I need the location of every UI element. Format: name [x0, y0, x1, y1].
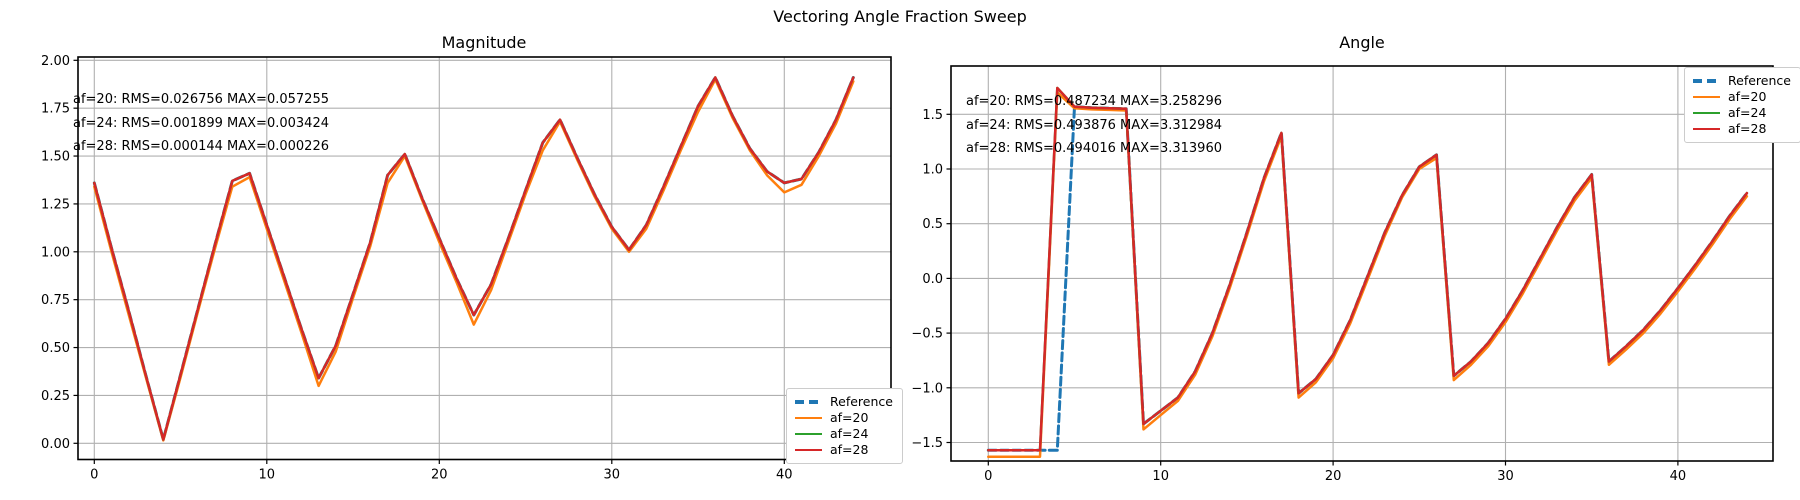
x-tick-label: 10 [259, 468, 276, 483]
y-tick-label: −1.5 [911, 436, 943, 451]
y-tick-label: 0.75 [41, 293, 70, 308]
y-tick-label: 0.25 [41, 389, 70, 404]
x-tick-label: 20 [1325, 469, 1342, 484]
y-tick-label: 0.50 [41, 341, 70, 356]
legend-line-af24 [1693, 111, 1720, 115]
y-tick-label: 1.25 [41, 197, 70, 212]
legend-line-af20 [795, 416, 822, 420]
axes-spines [950, 65, 1774, 462]
legend-magnitude: Reference af=20 af=24 af=28 [786, 388, 903, 464]
series-group [986, 86, 1749, 458]
x-tick-label: 40 [1670, 469, 1687, 484]
annotation-angle-af28: af=28: RMS=0.494016 MAX=3.313960 [966, 141, 1222, 156]
legend-line-af28 [795, 448, 822, 452]
y-tick-label: −1.0 [911, 381, 943, 396]
y-tick-label: 1.00 [41, 245, 70, 260]
x-tick-label: 0 [90, 468, 98, 483]
y-tick-label: 1.75 [41, 102, 70, 117]
legend-row-af28: af=28 [1693, 121, 1791, 137]
x-tick-label: 10 [1152, 469, 1169, 484]
y-tick-label: 1.50 [41, 150, 70, 165]
angle-axes: 0 10 20 30 40 −1.5 −1.0 −0.5 0.0 0.5 1.0 1.5 [911, 65, 1774, 484]
annotation-magnitude-af24: af=24: RMS=0.001899 MAX=0.003424 [73, 115, 329, 131]
figure-suptitle: Vectoring Angle Fraction Sweep [773, 7, 1027, 26]
x-tick-label: 0 [984, 469, 992, 484]
y-tick-label: 1.0 [922, 163, 943, 178]
legend-row-af24: af=24 [795, 426, 893, 442]
x-tick-label: 30 [1497, 469, 1514, 484]
axes-spines [77, 56, 892, 461]
legend-label-af20: af=20 [1728, 89, 1767, 105]
x-tick-label: 20 [431, 468, 448, 483]
legend-row-reference: Reference [1693, 73, 1791, 89]
legend-label-af28: af=28 [830, 442, 869, 458]
legend-line-af28 [1693, 127, 1720, 131]
y-tick-label: 0.00 [41, 437, 70, 452]
legend-row-reference: Reference [795, 394, 893, 410]
legend-row-af28: af=28 [795, 442, 893, 458]
x-tick-label: 30 [604, 468, 621, 483]
series-af28 [987, 86, 1749, 452]
series-group [92, 76, 855, 442]
annotation-angle-af20: af=20: RMS=0.487234 MAX=3.258296 [966, 94, 1222, 109]
legend-line-af20 [1693, 95, 1720, 99]
angle-plot-title: Angle [1339, 33, 1385, 52]
legend-label-af28: af=28 [1728, 121, 1767, 137]
legend-label-af24: af=24 [1728, 105, 1767, 121]
legend-row-af20: af=20 [795, 410, 893, 426]
y-tick-label: −0.5 [911, 327, 943, 342]
legend-line-reference [795, 400, 822, 404]
legend-row-af20: af=20 [1693, 89, 1791, 105]
y-tick-label: 0.0 [922, 272, 943, 287]
legend-label-af24: af=24 [830, 426, 869, 442]
legend-label-reference: Reference [830, 394, 893, 410]
magnitude-axes: 0 10 20 30 40 0.00 0.25 0.50 0.75 1.00 1.25 1.50 1.7… [41, 54, 892, 483]
y-tick-label: 0.5 [922, 217, 943, 232]
legend-line-reference [1693, 79, 1720, 83]
series-af20 [93, 78, 855, 442]
legend-label-reference: Reference [1728, 73, 1791, 89]
y-tick-label: 2.00 [41, 54, 70, 69]
series-af28 [93, 76, 855, 441]
y-tick-label: 1.5 [922, 108, 943, 123]
legend-angle: Reference af=20 af=24 af=28 [1684, 67, 1800, 143]
x-tick-label: 40 [776, 468, 793, 483]
magnitude-plot-title: Magnitude [441, 33, 527, 52]
annotation-magnitude-af28: af=28: RMS=0.000144 MAX=0.000226 [73, 139, 329, 154]
legend-line-af24 [795, 432, 822, 436]
legend-label-af20: af=20 [830, 410, 869, 426]
annotation-magnitude-af20: af=20: RMS=0.026756 MAX=0.057255 [73, 92, 329, 107]
annotation-angle-af24: af=24: RMS=0.493876 MAX=3.312984 [966, 117, 1222, 133]
legend-row-af24: af=24 [1693, 105, 1791, 121]
